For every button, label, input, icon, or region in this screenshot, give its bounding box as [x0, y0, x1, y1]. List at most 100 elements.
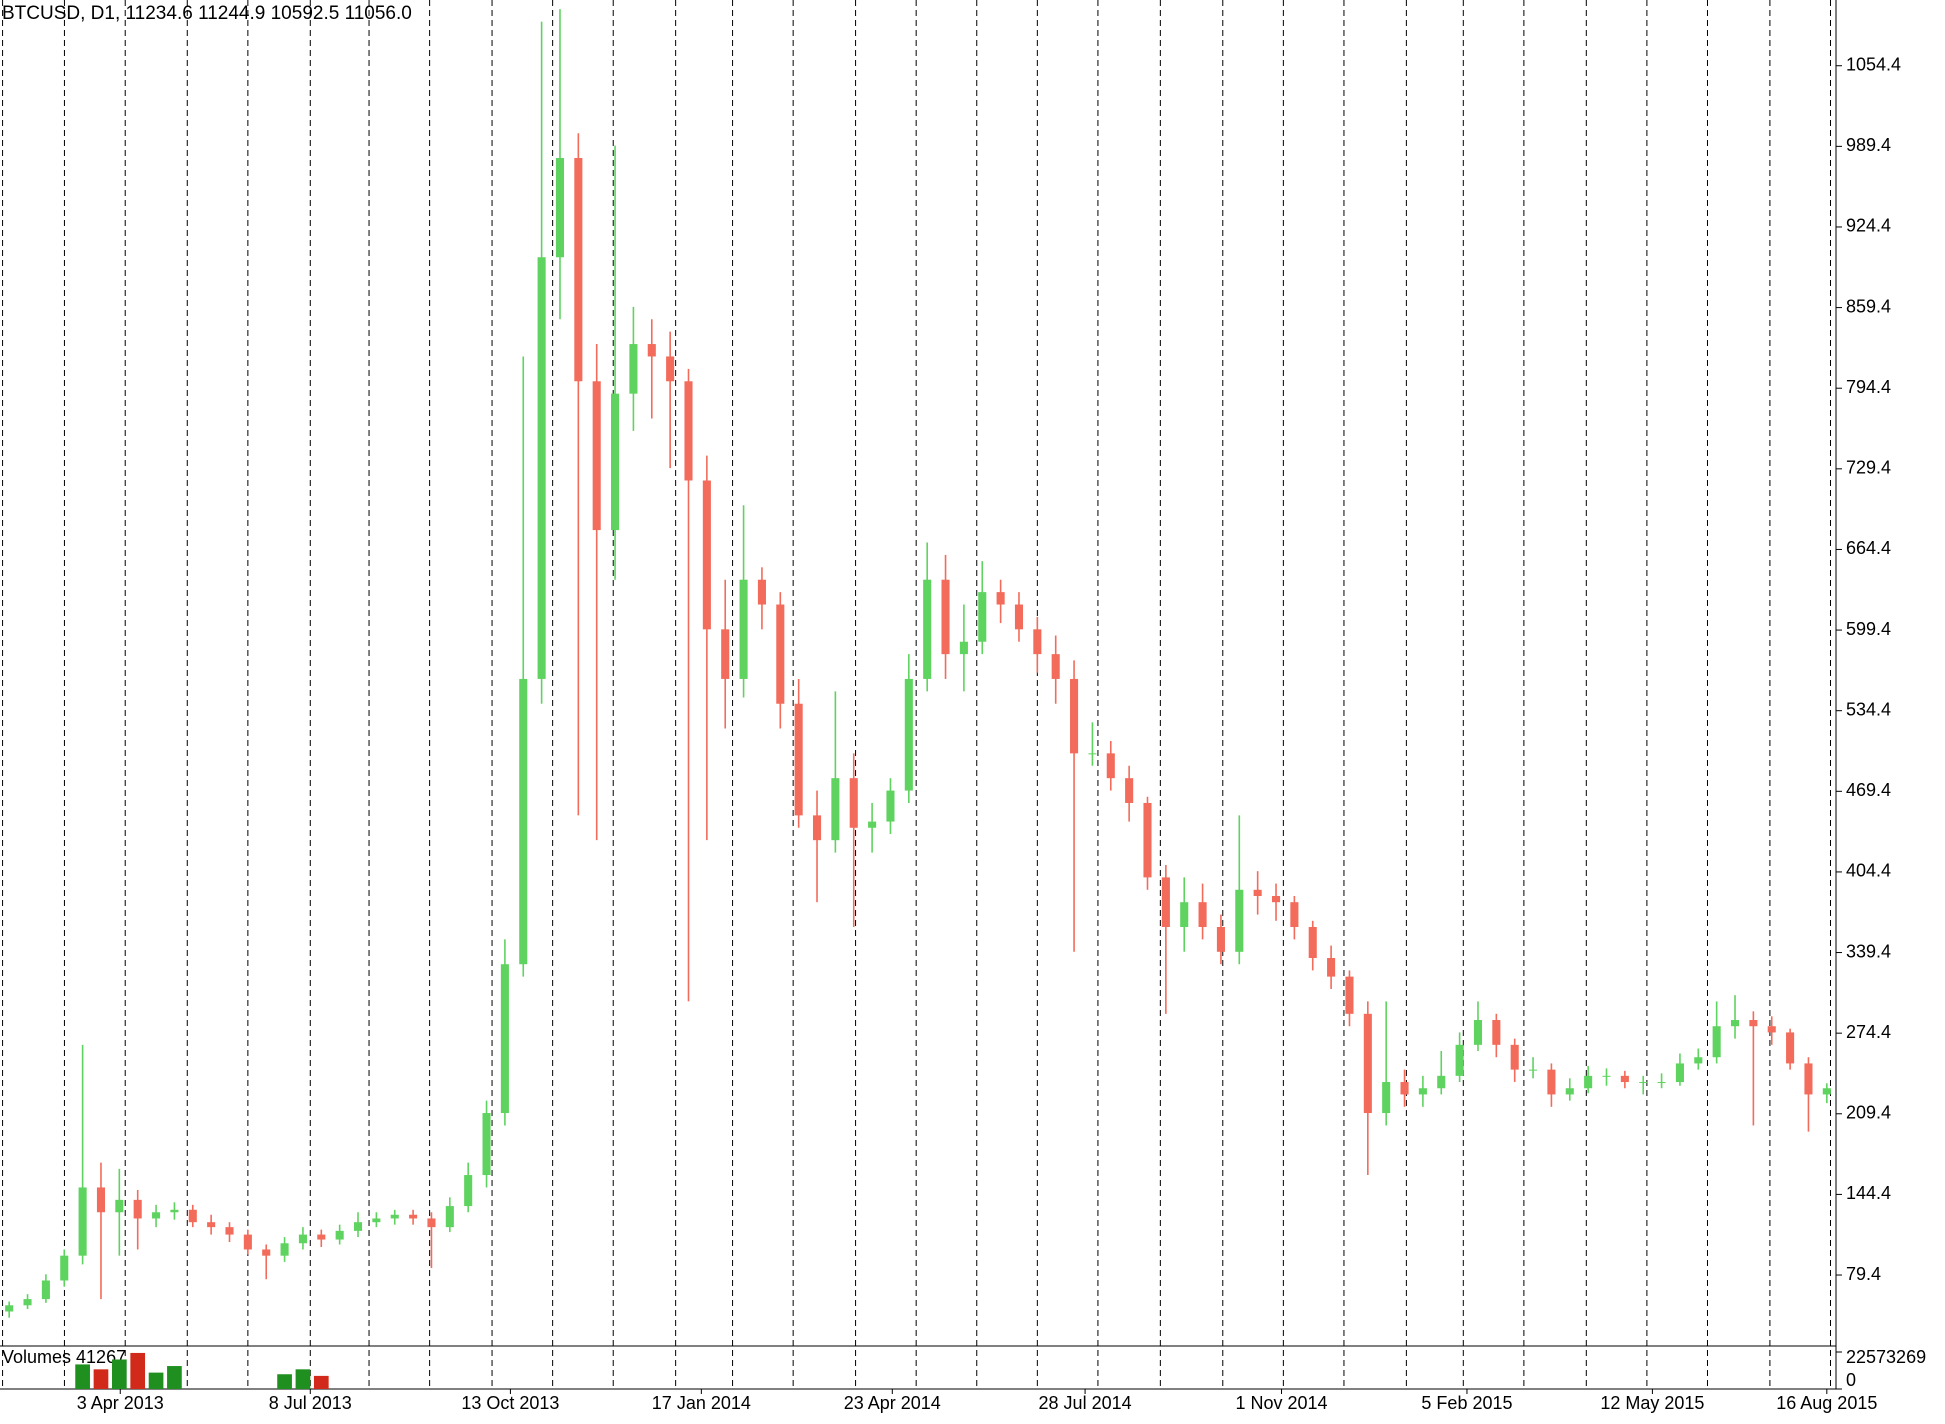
x-tick-label: 28 Jul 2014 — [1039, 1393, 1132, 1413]
candle-body — [280, 1243, 289, 1256]
x-tick-label: 17 Jan 2014 — [652, 1393, 751, 1413]
volume-bar — [75, 1364, 90, 1389]
candle-body — [115, 1199, 124, 1213]
volume-tick-label: 0 — [1846, 1370, 1856, 1390]
x-tick-label: 13 Oct 2013 — [461, 1393, 559, 1413]
candle-body — [739, 579, 748, 679]
candle-body — [372, 1218, 381, 1223]
y-tick-label: 794.4 — [1846, 377, 1891, 397]
y-tick-label: 924.4 — [1846, 216, 1891, 236]
candle-body — [959, 641, 968, 655]
candle-body — [1547, 1069, 1556, 1095]
candle-body — [353, 1222, 363, 1231]
candle-body — [1088, 753, 1097, 755]
candle-body — [262, 1249, 271, 1256]
candle-body — [1418, 1088, 1427, 1095]
y-tick-label: 599.4 — [1846, 619, 1891, 639]
candle-body — [1327, 958, 1336, 977]
candle-body — [5, 1305, 14, 1312]
candle-body — [555, 158, 565, 258]
candle-body — [1786, 1032, 1795, 1064]
candle-body — [1694, 1057, 1703, 1064]
candle-body — [23, 1299, 32, 1306]
y-tick-label: 144.4 — [1846, 1183, 1891, 1203]
y-tick-label: 729.4 — [1846, 458, 1891, 478]
candle-body — [757, 579, 766, 605]
candle-body — [868, 821, 877, 828]
candle-body — [666, 356, 675, 382]
candle-body — [629, 344, 638, 394]
x-tick-label: 1 Nov 2014 — [1235, 1393, 1327, 1413]
candle-body — [574, 158, 583, 382]
candle-body — [1675, 1063, 1684, 1083]
candle-body — [1253, 889, 1262, 896]
candle-body — [335, 1230, 344, 1240]
candle-body — [684, 381, 693, 481]
volume-bar — [167, 1366, 182, 1389]
volume-tick-label: 22573269 — [1846, 1347, 1926, 1367]
candle-body — [1602, 1075, 1611, 1077]
candle-body — [445, 1206, 454, 1228]
candle-body — [1363, 1013, 1372, 1114]
candle-body — [1767, 1026, 1776, 1033]
candle-body — [1198, 902, 1207, 927]
candle-body — [41, 1280, 50, 1300]
volume-bar — [130, 1352, 146, 1389]
candle-body — [831, 778, 840, 841]
y-tick-label: 1054.4 — [1846, 54, 1901, 74]
candle-body — [996, 592, 1005, 605]
candle-body — [1235, 889, 1244, 952]
candle-body — [611, 393, 620, 531]
candle-body — [721, 629, 730, 679]
candle-body — [1730, 1020, 1740, 1027]
candle-body — [1804, 1063, 1813, 1095]
chart-title: BTCUSD, D1, 11234.6 11244.9 10592.5 1105… — [2, 3, 412, 24]
candle-body — [519, 678, 528, 965]
y-tick-label: 339.4 — [1846, 941, 1891, 961]
candle-body — [1290, 902, 1299, 927]
candle-body — [1216, 926, 1225, 952]
candle-body — [794, 703, 803, 816]
candle-body — [243, 1234, 252, 1250]
candle-body — [1051, 654, 1060, 679]
candle-body — [647, 344, 656, 357]
y-tick-label: 404.4 — [1846, 861, 1891, 881]
volume-bar — [295, 1369, 311, 1389]
candle-body — [923, 579, 932, 679]
candle-body — [1620, 1075, 1629, 1083]
candle-body — [537, 257, 546, 679]
candle-body — [1271, 895, 1281, 903]
candle-body — [1106, 753, 1115, 779]
candle-body — [225, 1227, 234, 1235]
volume-bar — [111, 1359, 127, 1389]
candle-body — [1455, 1044, 1464, 1076]
y-tick-label: 534.4 — [1846, 699, 1891, 719]
candle-body — [1749, 1020, 1758, 1027]
candle-body — [390, 1214, 399, 1219]
x-tick-label: 12 May 2015 — [1600, 1393, 1704, 1413]
volume-title: Volumes 41267 — [2, 1347, 126, 1367]
candle-body — [427, 1218, 436, 1228]
candle-body — [1161, 877, 1170, 927]
candle-body — [1437, 1075, 1446, 1089]
x-tick-label: 8 Jul 2013 — [269, 1393, 352, 1413]
candle-body — [941, 579, 950, 655]
candle-body — [78, 1187, 87, 1256]
candle-body — [96, 1187, 106, 1213]
candle-body — [849, 778, 858, 828]
candle-body — [1822, 1088, 1831, 1095]
x-tick-label: 5 Feb 2015 — [1421, 1393, 1512, 1413]
candle-body — [409, 1214, 418, 1219]
candle-body — [1180, 902, 1189, 927]
candle-body — [1529, 1069, 1538, 1071]
candle-body — [1033, 629, 1042, 655]
candle-body — [702, 480, 711, 630]
x-tick-label: 3 Apr 2013 — [77, 1393, 164, 1413]
volume-bar — [93, 1369, 109, 1389]
candle-body — [152, 1212, 161, 1219]
y-tick-label: 79.4 — [1846, 1264, 1881, 1284]
y-tick-label: 664.4 — [1846, 538, 1891, 558]
candle-body — [812, 815, 822, 841]
